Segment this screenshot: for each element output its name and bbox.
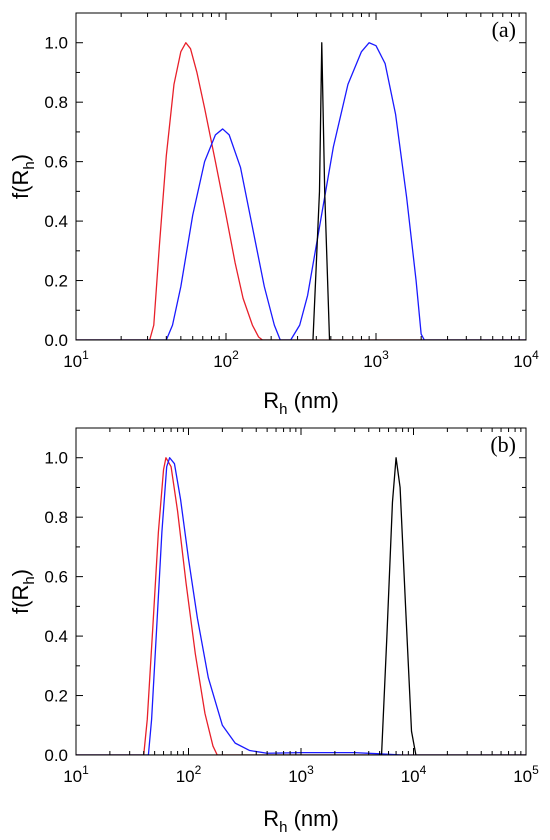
panel-label-a: (a) bbox=[492, 17, 516, 42]
y-tick-label: 0.2 bbox=[44, 687, 68, 706]
y-title-close: ) bbox=[8, 569, 33, 576]
x-tick-label: 101 bbox=[63, 763, 89, 786]
series-line-a-1 bbox=[76, 42, 526, 340]
x-tick-label: 105 bbox=[513, 763, 539, 786]
chart-panel-b: 101 102 103 104 105 0.0 0.2 0.4 0.6 0.8 1.0 (b) Rh… bbox=[8, 427, 539, 836]
y-tick-label: 0.8 bbox=[44, 508, 68, 527]
x-tick-label: 104 bbox=[401, 763, 427, 786]
series-layer-b bbox=[76, 457, 526, 755]
series-line-b-2 bbox=[76, 457, 526, 755]
series-line-a-2 bbox=[76, 42, 526, 340]
x-tick-label: 102 bbox=[176, 763, 202, 786]
axes-layer-b: 101 102 103 104 105 0.0 0.2 0.4 0.6 0.8 1.0 bbox=[44, 427, 539, 786]
x-title-main: R bbox=[263, 806, 279, 831]
y-title-main: f(R bbox=[8, 585, 33, 614]
y-tick-label: 0.6 bbox=[44, 153, 68, 172]
y-title-main: f(R bbox=[8, 170, 33, 199]
x-axis-title-b: Rh (nm) bbox=[263, 806, 339, 836]
y-axis-title-b: f(Rh) bbox=[8, 569, 38, 614]
x-tick-label: 101 bbox=[63, 348, 89, 371]
y-tick-label: 1.0 bbox=[44, 449, 68, 468]
x-title-unit: (nm) bbox=[287, 806, 338, 831]
y-axis-title-a: f(Rh) bbox=[8, 154, 38, 199]
y-tick-label: 0.2 bbox=[44, 272, 68, 291]
y-title-sub: h bbox=[21, 576, 38, 584]
x-tick-label: 104 bbox=[513, 348, 539, 371]
plot-frame-b bbox=[75, 427, 527, 756]
y-tick-label: 0.4 bbox=[44, 212, 68, 231]
x-title-unit: (nm) bbox=[287, 388, 338, 413]
y-tick-label: 0.0 bbox=[44, 746, 68, 765]
series-line-a-3 bbox=[76, 42, 526, 340]
y-tick-label: 0.0 bbox=[44, 331, 68, 350]
plot-frame-a bbox=[75, 12, 527, 341]
series-layer-a bbox=[76, 42, 526, 340]
x-title-sub: h bbox=[279, 401, 287, 418]
chart-panel-a: 101 102 103 104 0.0 0.2 0.4 0.6 0.8 1.0 (a) Rh (n… bbox=[8, 12, 539, 418]
y-tick-label: 0.8 bbox=[44, 93, 68, 112]
y-title-sub: h bbox=[21, 161, 38, 169]
x-tick-label: 103 bbox=[363, 348, 389, 371]
series-line-b-3 bbox=[76, 457, 526, 755]
y-tick-label: 0.4 bbox=[44, 627, 68, 646]
x-title-sub: h bbox=[279, 819, 287, 836]
y-title-close: ) bbox=[8, 154, 33, 161]
series-line-b-1 bbox=[76, 457, 526, 755]
axes-layer-a: 101 102 103 104 0.0 0.2 0.4 0.6 0.8 1.0 bbox=[44, 12, 539, 371]
x-title-main: R bbox=[263, 388, 279, 413]
y-tick-label: 1.0 bbox=[44, 34, 68, 53]
x-tick-label: 102 bbox=[213, 348, 239, 371]
panel-label-b: (b) bbox=[490, 432, 516, 457]
x-tick-label: 103 bbox=[288, 763, 314, 786]
y-tick-label: 0.6 bbox=[44, 568, 68, 587]
x-axis-title-a: Rh (nm) bbox=[263, 388, 339, 418]
